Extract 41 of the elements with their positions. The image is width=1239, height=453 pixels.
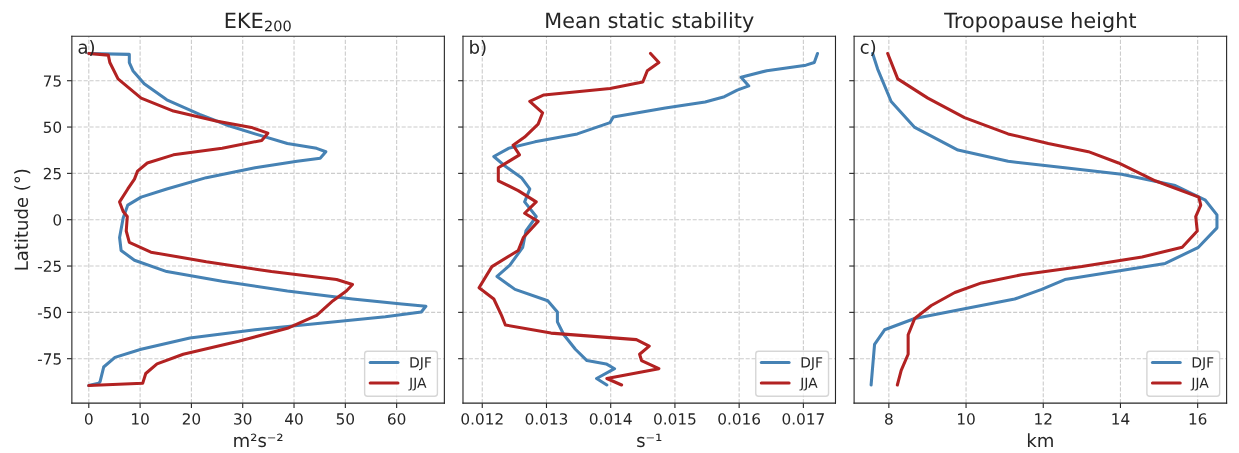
annotation: a) <box>78 39 95 57</box>
x-tick-label: 0.014 <box>589 413 632 425</box>
y-axis-title: Latitude (°) <box>14 169 31 270</box>
x-tick-label: 14 <box>1112 413 1130 425</box>
y-tick-label: -75 <box>37 353 61 365</box>
legend-label: JJA <box>799 377 818 391</box>
x-tick-label: 16 <box>1189 413 1207 425</box>
annotation: c) <box>860 39 876 57</box>
x-axis-title: km <box>1027 433 1053 447</box>
x-tick-label: 20 <box>182 413 201 425</box>
legend-label: DJF <box>410 357 432 371</box>
x-tick-label: 30 <box>234 413 252 425</box>
y-tick-label: -50 <box>37 306 62 319</box>
x-tick-label: 40 <box>285 413 303 425</box>
x-tick-label: 0.012 <box>461 413 503 425</box>
y-tick-label: 75 <box>43 75 61 87</box>
y-tick-label: 25 <box>43 167 61 180</box>
chart-title: EKE$_{200}$ <box>225 12 291 32</box>
x-tick-label: 8 <box>885 413 893 425</box>
x-axis-title: m²s⁻² <box>234 433 283 448</box>
y-tick-label: 0 <box>53 214 62 226</box>
chart-title: Tropopause height <box>944 12 1137 33</box>
legend-label: DJF <box>801 357 823 371</box>
x-tick-label: 10 <box>958 413 975 425</box>
chart-title: Mean static stability <box>546 12 754 33</box>
x-tick-label: 0.016 <box>718 413 761 425</box>
x-tick-label: 60 <box>387 413 406 425</box>
legend-label: DJF <box>1192 357 1214 371</box>
legend-label: JJA <box>1190 377 1209 391</box>
annotation: b) <box>470 39 486 57</box>
legend-label: JJA <box>408 377 427 391</box>
x-tick-label: 12 <box>1035 413 1052 425</box>
x-tick-label: 0.013 <box>525 413 568 425</box>
x-tick-label: 50 <box>336 413 355 425</box>
y-tick-label: -25 <box>37 260 61 273</box>
x-tick-label: 0 <box>84 413 93 425</box>
x-tick-label: 10 <box>132 413 149 425</box>
x-tick-label: 0.015 <box>654 413 696 425</box>
x-axis-title: s⁻¹ <box>637 433 662 448</box>
y-tick-label: 50 <box>43 121 62 134</box>
x-tick-label: 0.017 <box>782 413 824 425</box>
